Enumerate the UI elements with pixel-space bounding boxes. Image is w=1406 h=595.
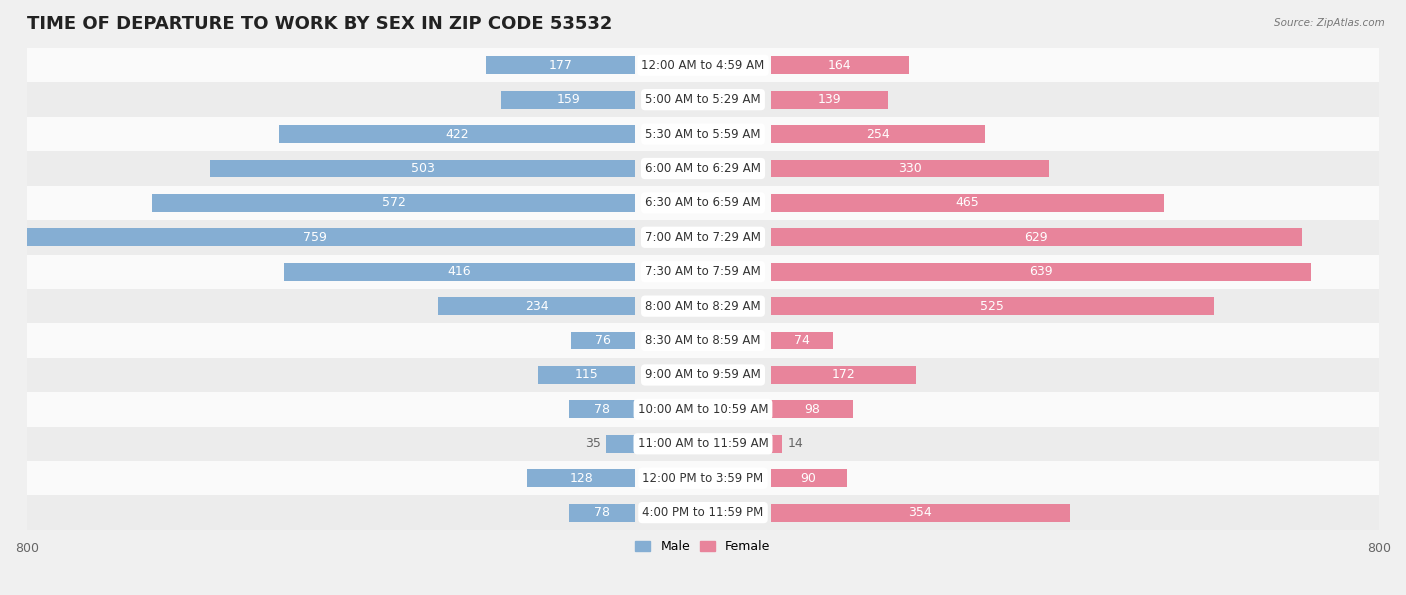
- Legend: Male, Female: Male, Female: [630, 536, 776, 558]
- Bar: [770, 469, 846, 487]
- Bar: [27, 358, 1379, 392]
- Bar: [27, 220, 1379, 255]
- Bar: [770, 194, 1164, 212]
- Bar: [27, 151, 1379, 186]
- Text: 90: 90: [800, 472, 817, 485]
- Text: 5:30 AM to 5:59 AM: 5:30 AM to 5:59 AM: [645, 127, 761, 140]
- Bar: [278, 125, 636, 143]
- Text: 330: 330: [898, 162, 922, 175]
- Text: 76: 76: [595, 334, 612, 347]
- Bar: [284, 263, 636, 281]
- Bar: [571, 331, 636, 349]
- Text: 354: 354: [908, 506, 932, 519]
- Text: 572: 572: [382, 196, 406, 209]
- Text: 128: 128: [569, 472, 593, 485]
- Text: 4:00 PM to 11:59 PM: 4:00 PM to 11:59 PM: [643, 506, 763, 519]
- Text: TIME OF DEPARTURE TO WORK BY SEX IN ZIP CODE 53532: TIME OF DEPARTURE TO WORK BY SEX IN ZIP …: [27, 15, 613, 33]
- Text: 416: 416: [449, 265, 471, 278]
- Text: 164: 164: [828, 59, 852, 72]
- Bar: [770, 297, 1215, 315]
- Text: 74: 74: [794, 334, 810, 347]
- Bar: [27, 255, 1379, 289]
- Text: 9:00 AM to 9:59 AM: 9:00 AM to 9:59 AM: [645, 368, 761, 381]
- Bar: [27, 83, 1379, 117]
- Text: 525: 525: [980, 300, 1004, 312]
- Text: 8:30 AM to 8:59 AM: 8:30 AM to 8:59 AM: [645, 334, 761, 347]
- Text: 759: 759: [302, 231, 326, 244]
- Text: 11:00 AM to 11:59 AM: 11:00 AM to 11:59 AM: [638, 437, 768, 450]
- Bar: [770, 57, 910, 74]
- Bar: [27, 392, 1379, 427]
- Bar: [27, 461, 1379, 496]
- Text: 35: 35: [585, 437, 600, 450]
- Text: 6:30 AM to 6:59 AM: 6:30 AM to 6:59 AM: [645, 196, 761, 209]
- Text: 12:00 PM to 3:59 PM: 12:00 PM to 3:59 PM: [643, 472, 763, 485]
- Bar: [770, 228, 1302, 246]
- Text: 139: 139: [817, 93, 841, 106]
- Text: 115: 115: [575, 368, 599, 381]
- Text: 14: 14: [787, 437, 803, 450]
- Text: 639: 639: [1029, 265, 1052, 278]
- Text: 234: 234: [524, 300, 548, 312]
- Bar: [569, 503, 636, 522]
- Text: 503: 503: [411, 162, 434, 175]
- Text: 629: 629: [1025, 231, 1047, 244]
- Bar: [437, 297, 636, 315]
- Bar: [606, 435, 636, 453]
- Bar: [770, 159, 1049, 177]
- Bar: [770, 366, 915, 384]
- Bar: [27, 289, 1379, 323]
- Bar: [486, 57, 636, 74]
- Bar: [527, 469, 636, 487]
- Bar: [770, 400, 853, 418]
- Text: 8:00 AM to 8:29 AM: 8:00 AM to 8:29 AM: [645, 300, 761, 312]
- Text: 12:00 AM to 4:59 AM: 12:00 AM to 4:59 AM: [641, 59, 765, 72]
- Bar: [27, 117, 1379, 151]
- Text: 159: 159: [557, 93, 581, 106]
- Bar: [27, 48, 1379, 83]
- Text: 10:00 AM to 10:59 AM: 10:00 AM to 10:59 AM: [638, 403, 768, 416]
- Text: 422: 422: [446, 127, 470, 140]
- Bar: [0, 228, 636, 246]
- Bar: [27, 496, 1379, 530]
- Bar: [211, 159, 636, 177]
- Text: 78: 78: [595, 403, 610, 416]
- Bar: [569, 400, 636, 418]
- Bar: [770, 90, 889, 109]
- Text: 78: 78: [595, 506, 610, 519]
- Bar: [538, 366, 636, 384]
- Text: 7:30 AM to 7:59 AM: 7:30 AM to 7:59 AM: [645, 265, 761, 278]
- Text: 254: 254: [866, 127, 890, 140]
- Text: 465: 465: [955, 196, 979, 209]
- Bar: [152, 194, 636, 212]
- Bar: [27, 427, 1379, 461]
- Bar: [770, 263, 1310, 281]
- Text: 7:00 AM to 7:29 AM: 7:00 AM to 7:29 AM: [645, 231, 761, 244]
- Text: Source: ZipAtlas.com: Source: ZipAtlas.com: [1274, 18, 1385, 28]
- Bar: [770, 125, 986, 143]
- Text: 6:00 AM to 6:29 AM: 6:00 AM to 6:29 AM: [645, 162, 761, 175]
- Bar: [27, 186, 1379, 220]
- Bar: [501, 90, 636, 109]
- Bar: [770, 503, 1070, 522]
- Text: 177: 177: [548, 59, 572, 72]
- Text: 5:00 AM to 5:29 AM: 5:00 AM to 5:29 AM: [645, 93, 761, 106]
- Bar: [770, 331, 834, 349]
- Bar: [27, 323, 1379, 358]
- Bar: [770, 435, 782, 453]
- Text: 172: 172: [831, 368, 855, 381]
- Text: 98: 98: [804, 403, 820, 416]
